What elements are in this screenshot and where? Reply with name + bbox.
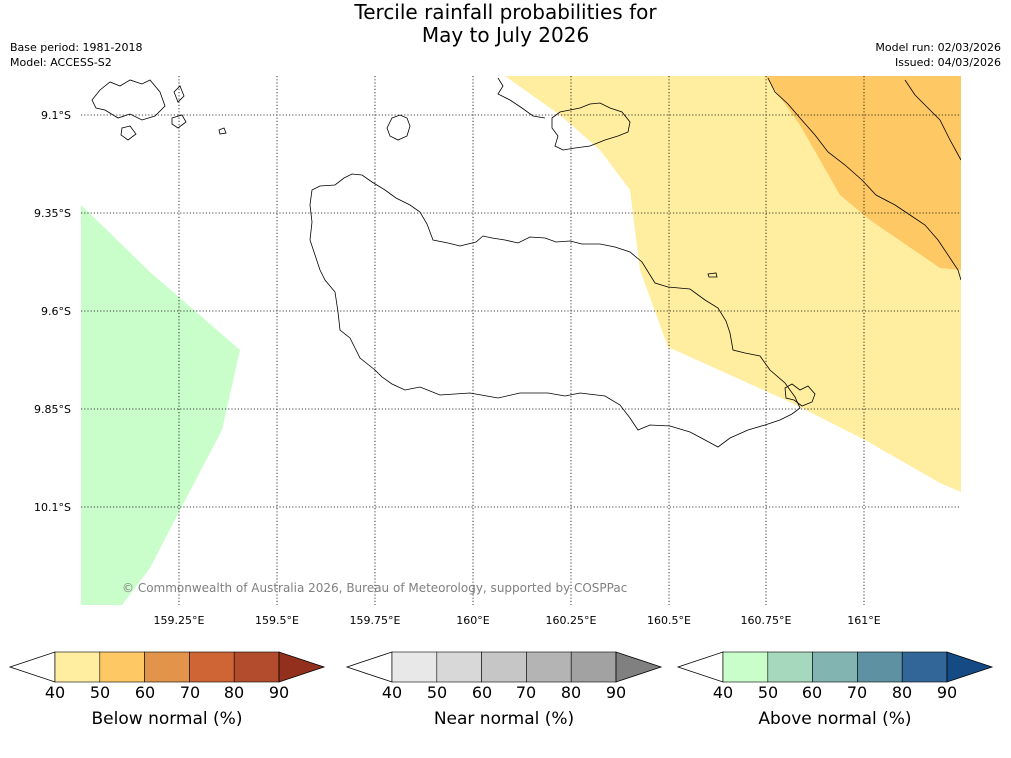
latitude-labels: 9.1°S 9.35°S 9.6°S 9.85°S 10.1°S — [34, 109, 71, 514]
lon-label-4: 160°E — [456, 614, 489, 627]
above-colorbar-bin-3 — [812, 651, 858, 683]
map-title-line1: Tercile rainfall probabilities for — [354, 0, 657, 24]
graticule — [81, 76, 961, 605]
near-tick-70: 70 — [515, 683, 537, 702]
below-colorbar-low-extension — [8, 651, 56, 683]
near-colorbar-bin-2 — [436, 651, 482, 683]
issued-date: Issued: 04/03/2026 — [894, 56, 1001, 69]
meta-left: Base period: 1981-2018 Model: ACCESS-S2 — [10, 40, 142, 70]
russell-small-coast-2 — [171, 114, 187, 129]
near-tick-90: 90 — [605, 683, 627, 702]
below-tick-50: 50 — [89, 683, 111, 702]
above-tick-70: 70 — [846, 683, 868, 702]
lat-label-4: 9.85°S — [34, 403, 71, 416]
meta-right: Model run: 02/03/2026 Issued: 04/03/2026 — [875, 40, 1001, 70]
base-period: Base period: 1981-2018 — [10, 41, 143, 54]
near-tick-50: 50 — [426, 683, 448, 702]
lon-label-1: 159.25°E — [154, 614, 205, 627]
russell-small-coast-1 — [120, 125, 137, 141]
above-normal-50-region — [81, 205, 240, 605]
lon-label-2: 159.5°E — [255, 614, 299, 627]
above-colorbar-bin-4 — [857, 651, 903, 683]
model-name: Model: ACCESS-S2 — [10, 56, 112, 69]
near-tick-60: 60 — [471, 683, 493, 702]
malaita-coast — [767, 77, 961, 281]
lat-label-5: 10.1°S — [34, 501, 71, 514]
below-colorbar-bin-1 — [54, 651, 101, 683]
model-run: Model run: 02/03/2026 — [875, 41, 1001, 54]
lon-label-8: 161°E — [847, 614, 880, 627]
near-colorbar-high-extension — [615, 651, 663, 683]
near-colorbar-bin-5 — [570, 651, 617, 683]
savo-island-coast — [386, 114, 411, 141]
above-colorbar-bin-5 — [901, 651, 948, 683]
near-tick-80: 80 — [560, 683, 582, 702]
lat-label-3: 9.6°S — [41, 305, 71, 318]
below-colorbar-bin-5 — [233, 651, 280, 683]
below-colorbar-high-extension — [278, 651, 326, 683]
russell-small-coast-3 — [173, 85, 185, 103]
below-tick-90: 90 — [268, 683, 290, 702]
above-colorbar-bin-1 — [722, 651, 769, 683]
below-tick-40: 40 — [44, 683, 66, 702]
lat-label-1: 9.1°S — [41, 109, 71, 122]
above-colorbar-high-extension — [946, 651, 994, 683]
above-tick-40: 40 — [712, 683, 734, 702]
russell-islands-coast — [91, 79, 166, 121]
above-tick-50: 50 — [757, 683, 779, 702]
above-tick-60: 60 — [801, 683, 823, 702]
coastlines — [91, 77, 961, 448]
below-tick-60: 60 — [134, 683, 156, 702]
florida-west-coast — [497, 77, 546, 119]
longitude-labels: 159.25°E 159.5°E 159.75°E 160°E 160.25°E… — [154, 614, 881, 627]
above-tick-80: 80 — [891, 683, 913, 702]
near-normal-label: Near normal (%) — [433, 709, 575, 729]
below-colorbar-bin-4 — [189, 651, 235, 683]
below-normal-label: Below normal (%) — [91, 709, 243, 729]
florida-islands-coast — [551, 102, 631, 151]
near-colorbar-bin-3 — [481, 651, 527, 683]
lon-label-6: 160.5°E — [647, 614, 691, 627]
below-tick-70: 70 — [179, 683, 201, 702]
near-colorbar-bin-4 — [526, 651, 572, 683]
guadalcanal-coast — [309, 173, 801, 448]
russell-small-coast-4 — [218, 127, 227, 135]
below-colorbar-bin-3 — [144, 651, 190, 683]
reef-islet-coast — [707, 272, 718, 278]
below-tick-80: 80 — [223, 683, 245, 702]
map-panel — [81, 76, 961, 605]
marau-islets-coast — [784, 383, 816, 407]
above-tick-90: 90 — [936, 683, 958, 702]
colorbars — [8, 651, 994, 683]
malaita-inner-coast — [904, 79, 961, 161]
near-colorbar-bin-1 — [391, 651, 438, 683]
copyright-notice: © Commonwealth of Australia 2026, Bureau… — [122, 581, 627, 595]
above-normal-label: Above normal (%) — [758, 709, 912, 729]
near-colorbar-low-extension — [345, 651, 393, 683]
lon-label-7: 160.75°E — [741, 614, 792, 627]
lon-label-3: 159.75°E — [350, 614, 401, 627]
below-normal-60-region — [765, 76, 961, 270]
map-title-line2: May to July 2026 — [421, 23, 590, 47]
above-colorbar-low-extension — [676, 651, 724, 683]
above-colorbar-bin-2 — [767, 651, 813, 683]
lon-label-5: 160.25°E — [546, 614, 597, 627]
near-tick-40: 40 — [381, 683, 403, 702]
below-colorbar-bin-2 — [99, 651, 145, 683]
lat-label-2: 9.35°S — [34, 207, 71, 220]
